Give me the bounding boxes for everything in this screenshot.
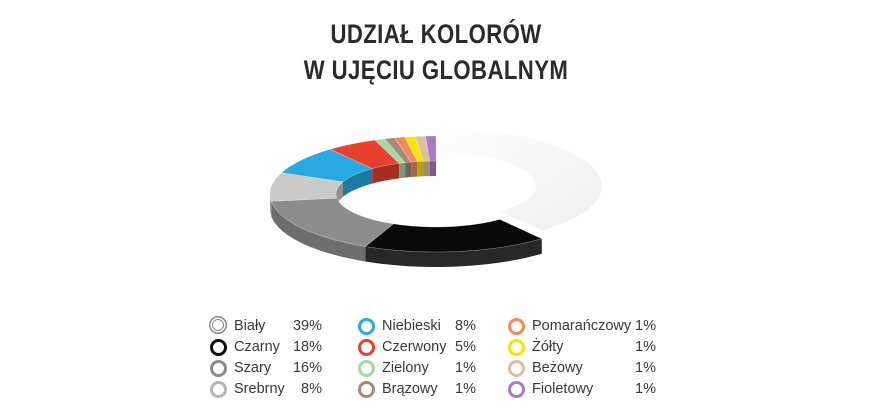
slice-outer-side-czarny [365, 238, 542, 267]
slice-inner-side-pomaranczowy [411, 161, 418, 178]
legend-swatch-srebrny-icon [210, 381, 227, 398]
legend-value: 1% [455, 360, 476, 376]
slice-inner-side-fioletowy [429, 161, 436, 177]
legend-label: Srebrny [234, 381, 285, 397]
legend-swatch-fioletowy-icon [508, 381, 525, 398]
slice-bialy [435, 127, 603, 232]
legend-label: Pomarańczowy [532, 318, 632, 334]
legend-item-czerwony: Czerwony 5% [358, 337, 476, 357]
legend-label: Fioletowy [532, 381, 594, 397]
slice-inner-side-zolty [417, 161, 424, 177]
legend-item-fioletowy: Fioletowy 1% [508, 379, 656, 399]
slice-inner-side-bezowy [423, 161, 430, 177]
legend-value: 1% [635, 339, 656, 355]
legend-value: 18% [292, 339, 322, 355]
legend-swatch-bialy-icon [211, 318, 224, 331]
legend-label: Brązowy [382, 381, 438, 397]
legend-value: 1% [635, 381, 656, 397]
slice-fioletowy [425, 135, 437, 162]
legend-swatch-niebieski-icon [358, 318, 375, 335]
legend-value: 1% [455, 381, 476, 397]
legend-item-bezowy: Beżowy 1% [508, 358, 656, 378]
legend-item-brazowy: Brązowy 1% [358, 379, 476, 399]
legend-value: 39% [292, 318, 322, 334]
legend-item-szary: Szary 16% [210, 358, 322, 378]
chart-title-line-2: W UJĘCIU GLOBALNYM [303, 55, 569, 85]
legend-value: 16% [292, 360, 322, 376]
legend-item-srebrny: Srebrny 8% [210, 379, 322, 399]
legend-item-bialy: Biały 39% [210, 316, 322, 336]
slice-outer-side-srebrny [270, 194, 272, 217]
legend-swatch-zolty-icon [508, 339, 525, 356]
legend-swatch-pomaranczowy-icon [508, 318, 525, 335]
legend-value: 1% [635, 360, 656, 376]
legend-label: Zielony [382, 360, 429, 376]
legend-label: Czerwony [382, 339, 447, 355]
chart-title-line-1: UDZIAŁ KOLORÓW [330, 19, 542, 49]
slice-inner-side-niebieski [343, 168, 373, 197]
slice-inner-side-zielony [399, 162, 406, 179]
legend-value: 1% [635, 318, 656, 334]
legend-label: Szary [234, 360, 272, 376]
legend-swatch-bezowy-icon [508, 360, 525, 377]
chart-title: UDZIAŁ KOLORÓW W UJĘCIU GLOBALNYM [78, 16, 793, 88]
legend-swatch-zielony-icon [358, 360, 375, 377]
legend-swatch-czerwony-icon [358, 339, 375, 356]
legend-value: 8% [301, 381, 322, 397]
legend-item-zielony: Zielony 1% [358, 358, 476, 378]
legend-label: Beżowy [532, 360, 583, 376]
slice-inner-side-brazowy [405, 162, 412, 178]
legend-item-zolty: Żółty 1% [508, 337, 656, 357]
legend-swatch-szary-icon [210, 360, 227, 377]
legend-label: Żółty [532, 339, 564, 355]
legend-swatch-brazowy-icon [358, 381, 375, 398]
legend-item-czarny: Czarny 18% [210, 337, 322, 357]
chart-legend: Biały 39% Czarny 18% Szary 16% Srebrny 8% Niebie… [0, 316, 872, 406]
legend-swatch-czarny-icon [210, 339, 227, 356]
legend-label: Czarny [234, 339, 280, 355]
legend-item-niebieski: Niebieski 8% [358, 316, 476, 336]
legend-label: Niebieski [382, 318, 441, 334]
slice-inner-side-czerwony [372, 163, 400, 184]
legend-label: Biały [234, 318, 266, 334]
legend-value: 5% [455, 339, 476, 355]
legend-value: 8% [455, 318, 476, 334]
legend-item-pomaranczowy: Pomarańczowy 1% [508, 316, 656, 336]
slice-outer-side-szary [271, 201, 366, 262]
